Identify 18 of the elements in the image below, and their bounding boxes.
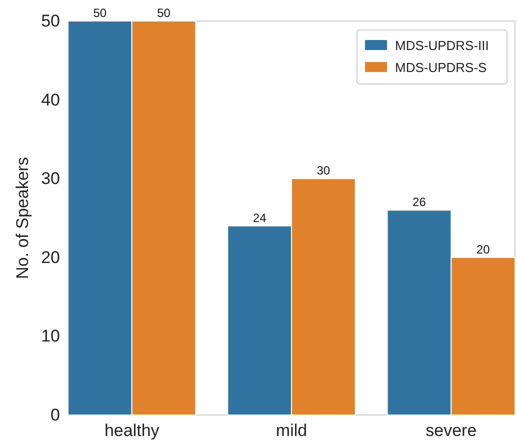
data-label: 20 — [476, 242, 490, 256]
legend-label: MDS-UPDRS-S — [395, 60, 488, 75]
y-tick-label: 50 — [41, 11, 60, 30]
y-tick-label: 40 — [41, 90, 60, 110]
x-tick-label: healthy — [104, 421, 160, 440]
x-tick-label: mild — [276, 421, 308, 440]
data-label: 24 — [252, 210, 267, 225]
y-tick-label: 0 — [50, 405, 60, 424]
y-axis-title: No. of Speakers — [13, 157, 32, 279]
data-label: 50 — [93, 6, 107, 20]
data-label: 26 — [412, 195, 426, 210]
x-tick-label: severe — [426, 421, 477, 440]
y-tick-label: 30 — [41, 169, 60, 188]
y-tick-label: 10 — [41, 326, 60, 346]
y-tick-label: 20 — [41, 248, 60, 267]
data-label: 30 — [316, 164, 330, 178]
data-label: 50 — [157, 6, 171, 20]
legend-label: MDS-UPDRS-III — [395, 38, 489, 53]
